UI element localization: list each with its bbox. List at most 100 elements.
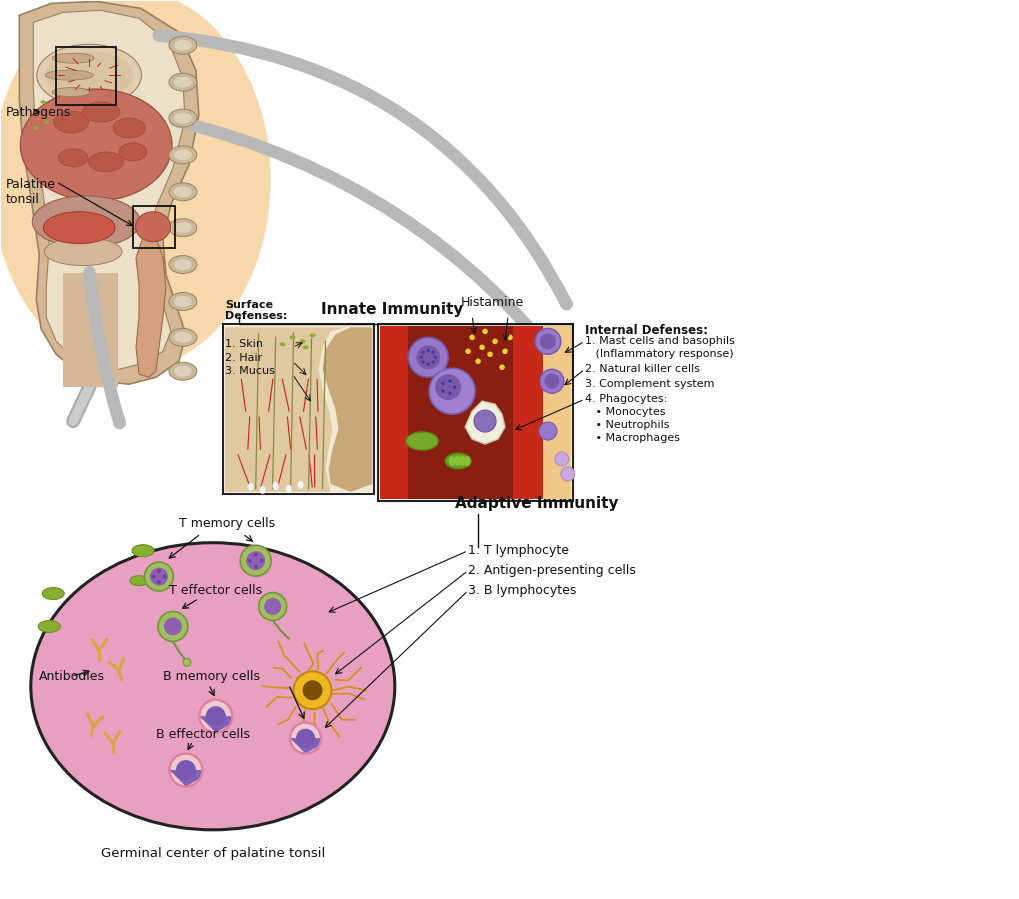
- Circle shape: [474, 410, 495, 432]
- Circle shape: [152, 574, 155, 579]
- Circle shape: [448, 392, 451, 395]
- Ellipse shape: [169, 328, 197, 346]
- Text: Palatine
tonsil: Palatine tonsil: [5, 178, 55, 206]
- Circle shape: [158, 611, 187, 641]
- Circle shape: [296, 728, 315, 748]
- Bar: [513, 326, 542, 499]
- Circle shape: [538, 423, 556, 440]
- Text: T effector cells: T effector cells: [169, 583, 262, 597]
- Circle shape: [426, 362, 430, 366]
- Ellipse shape: [174, 222, 192, 233]
- Ellipse shape: [33, 196, 140, 247]
- Circle shape: [240, 545, 271, 576]
- Ellipse shape: [131, 545, 154, 556]
- Bar: [222, 325, 374, 494]
- Circle shape: [248, 558, 252, 563]
- Bar: [56, 48, 116, 105]
- Text: 1. T lymphocyte: 1. T lymphocyte: [468, 544, 569, 557]
- Circle shape: [482, 328, 487, 334]
- Ellipse shape: [45, 51, 132, 99]
- Ellipse shape: [52, 87, 90, 96]
- Ellipse shape: [309, 334, 315, 337]
- Text: Antibodies: Antibodies: [40, 670, 105, 683]
- Ellipse shape: [58, 149, 88, 167]
- Ellipse shape: [174, 186, 192, 197]
- Ellipse shape: [248, 483, 254, 491]
- Text: Internal Defenses:: Internal Defenses:: [584, 325, 707, 337]
- Circle shape: [254, 553, 258, 556]
- Circle shape: [469, 334, 475, 340]
- Ellipse shape: [174, 149, 192, 160]
- Polygon shape: [136, 237, 166, 378]
- Ellipse shape: [39, 620, 60, 632]
- Ellipse shape: [37, 44, 142, 106]
- Bar: [378, 325, 573, 501]
- Ellipse shape: [174, 112, 192, 123]
- Polygon shape: [322, 327, 372, 492]
- Circle shape: [431, 360, 434, 364]
- Circle shape: [435, 374, 461, 400]
- Polygon shape: [34, 11, 184, 369]
- Ellipse shape: [89, 152, 123, 172]
- Polygon shape: [19, 2, 199, 384]
- Circle shape: [539, 334, 555, 350]
- Circle shape: [506, 334, 513, 340]
- Ellipse shape: [169, 292, 197, 310]
- Ellipse shape: [169, 36, 197, 54]
- Text: • Macrophages: • Macrophages: [584, 433, 679, 443]
- Text: • Neutrophils: • Neutrophils: [584, 420, 668, 430]
- Bar: [542, 326, 571, 499]
- Polygon shape: [224, 327, 345, 492]
- Text: (Inflammatory response): (Inflammatory response): [584, 350, 733, 360]
- Circle shape: [479, 344, 484, 350]
- Text: 1. Mast cells and basophils: 1. Mast cells and basophils: [584, 336, 734, 346]
- Bar: [408, 326, 513, 499]
- Polygon shape: [169, 770, 202, 787]
- Ellipse shape: [174, 76, 192, 87]
- Text: Adaptive Immunity: Adaptive Immunity: [454, 496, 619, 511]
- Circle shape: [157, 569, 161, 574]
- Ellipse shape: [272, 482, 278, 490]
- Circle shape: [448, 379, 451, 383]
- Ellipse shape: [34, 126, 39, 129]
- Ellipse shape: [169, 182, 197, 200]
- Text: 2. Antigen-presenting cells: 2. Antigen-presenting cells: [468, 565, 636, 577]
- Ellipse shape: [43, 212, 115, 244]
- Circle shape: [441, 389, 444, 393]
- Ellipse shape: [464, 456, 470, 466]
- Ellipse shape: [44, 120, 49, 124]
- Ellipse shape: [279, 343, 285, 346]
- Ellipse shape: [54, 111, 89, 133]
- Circle shape: [465, 349, 471, 354]
- Text: 4. Phagocytes:: 4. Phagocytes:: [584, 394, 666, 405]
- Polygon shape: [199, 717, 232, 733]
- Circle shape: [498, 364, 504, 370]
- Text: • Monocytes: • Monocytes: [584, 407, 664, 417]
- Circle shape: [492, 339, 497, 344]
- Ellipse shape: [174, 366, 192, 377]
- Ellipse shape: [45, 70, 93, 80]
- Ellipse shape: [260, 485, 265, 494]
- FancyArrowPatch shape: [159, 36, 567, 304]
- Circle shape: [199, 699, 232, 733]
- Ellipse shape: [44, 237, 122, 265]
- Ellipse shape: [0, 0, 270, 369]
- Ellipse shape: [20, 89, 172, 200]
- Ellipse shape: [303, 345, 309, 350]
- Circle shape: [429, 369, 475, 414]
- Ellipse shape: [169, 218, 197, 236]
- Circle shape: [433, 355, 436, 359]
- Bar: [63, 272, 118, 387]
- Circle shape: [169, 753, 202, 787]
- Ellipse shape: [298, 481, 304, 489]
- Ellipse shape: [453, 456, 461, 466]
- Circle shape: [164, 618, 181, 636]
- Text: 3. Mucus: 3. Mucus: [224, 366, 274, 377]
- Text: B memory cells: B memory cells: [163, 671, 260, 683]
- Text: 2. Natural killer cells: 2. Natural killer cells: [584, 364, 699, 374]
- Text: T memory cells: T memory cells: [178, 517, 275, 530]
- Ellipse shape: [129, 575, 148, 585]
- Circle shape: [289, 723, 321, 753]
- Ellipse shape: [169, 73, 197, 91]
- Circle shape: [431, 351, 434, 354]
